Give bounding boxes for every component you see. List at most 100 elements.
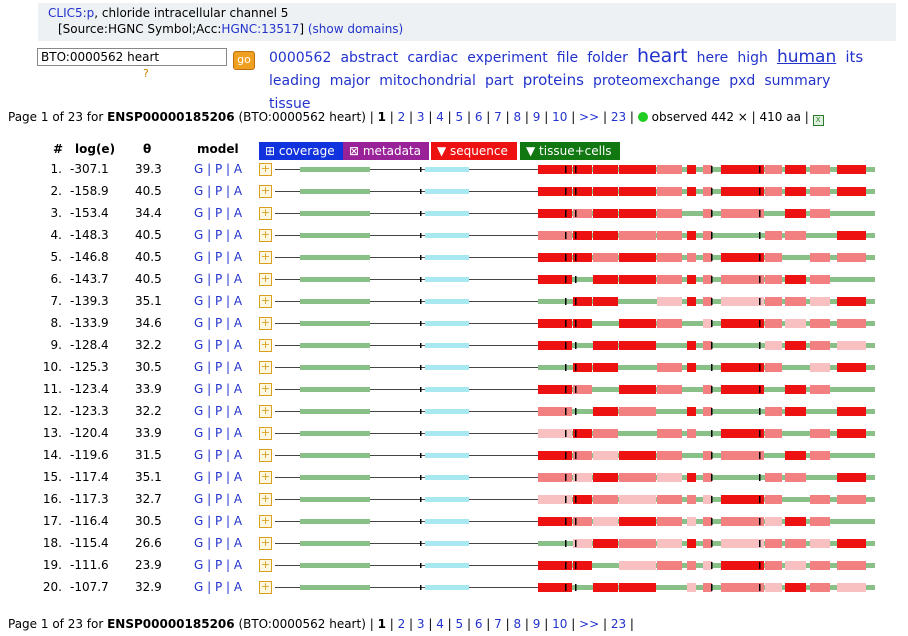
page-link[interactable]: 23 <box>610 617 627 631</box>
page-link[interactable]: >> <box>579 110 600 124</box>
keyword-link[interactable]: folder <box>587 50 628 66</box>
page-link[interactable]: 8 <box>513 110 522 124</box>
keyword-link[interactable]: 0000562 <box>269 50 332 66</box>
coverage-track[interactable] <box>275 491 875 507</box>
expand-icon[interactable]: + <box>259 206 272 220</box>
keyword-link[interactable]: summary <box>764 73 831 89</box>
model-links[interactable]: G | P | A <box>194 514 243 528</box>
model-links[interactable]: G | P | A <box>194 338 243 352</box>
model-links[interactable]: G | P | A <box>194 250 243 264</box>
page-link[interactable]: 7 <box>494 617 502 631</box>
model-links[interactable]: G | P | A <box>194 294 243 308</box>
expand-icon[interactable]: + <box>259 272 272 286</box>
model-links[interactable]: G | P | A <box>194 492 243 506</box>
model-links[interactable]: G | P | A <box>194 426 243 440</box>
expand-icon[interactable]: + <box>259 404 272 418</box>
page-link[interactable]: 8 <box>513 617 522 631</box>
keyword-link[interactable]: part <box>484 73 514 89</box>
coverage-track[interactable] <box>275 513 875 529</box>
tab-button[interactable]: ▼ sequence <box>431 142 517 160</box>
expand-icon[interactable]: + <box>259 360 272 374</box>
expand-icon[interactable]: + <box>259 536 272 550</box>
model-links[interactable]: G | P | A <box>194 404 243 418</box>
keyword-link[interactable]: here <box>696 50 729 66</box>
page-link[interactable]: 23 <box>610 110 627 124</box>
page-link[interactable]: 6 <box>474 110 483 124</box>
keyword-link[interactable]: file <box>556 50 579 66</box>
expand-icon[interactable]: + <box>259 514 272 528</box>
page-link[interactable]: 9 <box>532 110 541 124</box>
model-links[interactable]: G | P | A <box>194 228 243 242</box>
keyword-link[interactable]: heart <box>636 45 688 67</box>
page-link[interactable]: 9 <box>532 617 541 631</box>
model-links[interactable]: G | P | A <box>194 272 243 286</box>
search-input[interactable] <box>37 48 227 66</box>
expand-icon[interactable]: + <box>259 184 272 198</box>
coverage-track[interactable] <box>275 359 875 375</box>
page-link[interactable]: 4 <box>436 617 444 631</box>
tab-button[interactable]: ▼ tissue+cells <box>520 142 620 160</box>
tab-button[interactable]: ⊞ coverage <box>259 142 344 160</box>
expand-icon[interactable]: + <box>259 382 272 396</box>
expand-icon[interactable]: + <box>259 558 272 572</box>
coverage-track[interactable] <box>275 183 875 199</box>
page-link[interactable]: 5 <box>455 617 464 631</box>
hgnc-link[interactable]: HGNC:13517 <box>221 22 300 36</box>
coverage-track[interactable] <box>275 205 875 221</box>
coverage-track[interactable] <box>275 227 875 243</box>
page-link[interactable]: 5 <box>455 110 464 124</box>
expand-icon[interactable]: + <box>259 316 272 330</box>
coverage-track[interactable] <box>275 447 875 463</box>
expand-icon[interactable]: + <box>259 470 272 484</box>
model-links[interactable]: G | P | A <box>194 316 243 330</box>
model-links[interactable]: G | P | A <box>194 470 243 484</box>
tab-button[interactable]: ⊠ metadata <box>343 142 429 160</box>
page-link[interactable]: 2 <box>397 617 406 631</box>
expand-icon[interactable]: + <box>259 162 272 176</box>
keyword-link[interactable]: human <box>776 47 837 67</box>
expand-icon[interactable]: + <box>259 580 272 594</box>
model-links[interactable]: G | P | A <box>194 580 243 594</box>
page-link[interactable]: 3 <box>416 617 425 631</box>
coverage-track[interactable] <box>275 535 875 551</box>
page-link[interactable]: >> <box>579 617 600 631</box>
model-links[interactable]: G | P | A <box>194 558 243 572</box>
keyword-link[interactable]: mitochondrial <box>379 73 476 89</box>
keyword-link[interactable]: proteomexchange <box>592 73 721 89</box>
model-links[interactable]: G | P | A <box>194 206 243 220</box>
coverage-track[interactable] <box>275 249 875 265</box>
page-link[interactable]: 10 <box>552 110 568 124</box>
coverage-track[interactable] <box>275 425 875 441</box>
coverage-track[interactable] <box>275 557 875 573</box>
keyword-link[interactable]: major <box>329 73 371 89</box>
coverage-track[interactable] <box>275 381 875 397</box>
expand-icon[interactable]: + <box>259 338 272 352</box>
page-link[interactable]: 2 <box>397 110 406 124</box>
page-link[interactable]: 3 <box>416 110 425 124</box>
coverage-track[interactable] <box>275 271 875 287</box>
page-link[interactable]: 4 <box>436 110 444 124</box>
coverage-track[interactable] <box>275 293 875 309</box>
keyword-link[interactable]: tissue <box>269 96 311 112</box>
keyword-link[interactable]: its <box>845 48 864 66</box>
page-link[interactable]: 10 <box>552 617 568 631</box>
model-links[interactable]: G | P | A <box>194 448 243 462</box>
model-links[interactable]: G | P | A <box>194 536 243 550</box>
keyword-link[interactable]: high <box>737 50 768 66</box>
model-links[interactable]: G | P | A <box>194 360 243 374</box>
model-links[interactable]: G | P | A <box>194 184 243 198</box>
expand-icon[interactable]: + <box>259 228 272 242</box>
expand-icon[interactable]: + <box>259 426 272 440</box>
page-link[interactable]: 6 <box>474 617 483 631</box>
model-links[interactable]: G | P | A <box>194 382 243 396</box>
coverage-track[interactable] <box>275 403 875 419</box>
coverage-track[interactable] <box>275 469 875 485</box>
expand-icon[interactable]: + <box>259 492 272 506</box>
page-link[interactable]: 7 <box>494 110 502 124</box>
coverage-track[interactable] <box>275 315 875 331</box>
expand-icon[interactable]: + <box>259 448 272 462</box>
gene-link[interactable]: CLIC5:p <box>48 6 95 20</box>
expand-icon[interactable]: + <box>259 294 272 308</box>
go-button[interactable]: go <box>233 51 255 70</box>
help-link[interactable]: ? <box>143 67 149 80</box>
